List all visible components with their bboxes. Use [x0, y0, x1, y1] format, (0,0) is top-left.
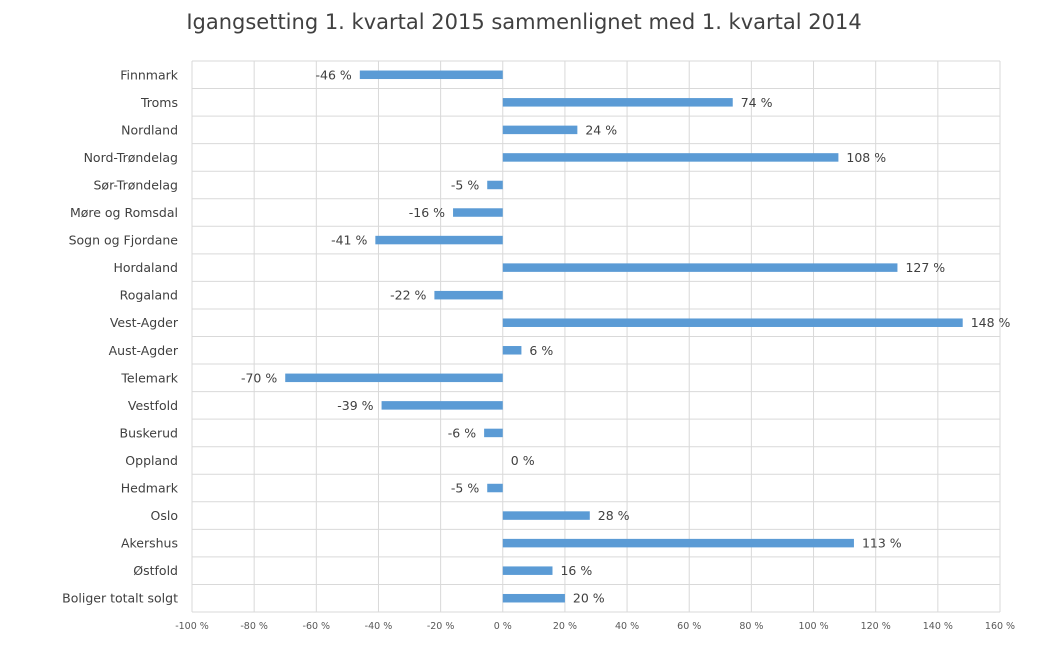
- gridlines: [191, 60, 1001, 613]
- category-label: Nordland: [121, 122, 178, 137]
- data-label: 127 %: [905, 260, 945, 275]
- data-label: 20 %: [573, 591, 605, 606]
- category-label: Hordaland: [113, 260, 178, 275]
- data-label: -39 %: [337, 398, 373, 413]
- data-label: -22 %: [390, 288, 426, 303]
- category-label: Nord-Trøndelag: [84, 150, 178, 165]
- category-label: Buskerud: [120, 425, 179, 440]
- value-labels: -46 % 74 % 24 % 108 % -5 % -16 % -41 % 127 % -22…: [241, 67, 1011, 605]
- bar: [453, 208, 503, 217]
- category-label: Hedmark: [121, 481, 179, 496]
- data-label: -46 %: [316, 67, 352, 82]
- category-label: Telemark: [120, 370, 178, 385]
- x-tick-label: 40 %: [615, 621, 639, 632]
- x-tick-label: -20 %: [427, 621, 455, 632]
- bar: [502, 125, 578, 135]
- bar: [502, 538, 854, 548]
- category-label: Sogn og Fjordane: [69, 233, 179, 248]
- data-label: 28 %: [598, 508, 630, 523]
- data-label: 108 %: [846, 150, 886, 165]
- category-label: Østfold: [133, 563, 178, 578]
- category-label: Sør-Trøndelag: [94, 177, 179, 192]
- category-label: Oppland: [125, 453, 178, 468]
- category-label: Troms: [140, 95, 178, 110]
- data-label: 74 %: [741, 95, 773, 110]
- category-label: Rogaland: [120, 288, 178, 303]
- x-tick-label: 140 %: [923, 621, 953, 632]
- x-tick-label: 0 %: [494, 621, 512, 632]
- data-label: 113 %: [862, 536, 902, 551]
- bar: [502, 263, 898, 272]
- bar: [359, 70, 503, 80]
- data-label: 24 %: [585, 122, 617, 137]
- bar: [502, 98, 733, 107]
- bar: [502, 346, 522, 355]
- bars: [285, 70, 963, 603]
- category-label: Vestfold: [128, 398, 178, 413]
- data-label: 148 %: [971, 315, 1011, 330]
- bar: [484, 428, 503, 438]
- x-tick-label: 160 %: [985, 621, 1015, 632]
- bar: [502, 566, 553, 575]
- chart-title: Igangsetting 1. kvartal 2015 sammenligne…: [186, 10, 862, 34]
- data-label: -41 %: [331, 233, 367, 248]
- bar: [502, 153, 839, 162]
- category-label: Oslo: [151, 508, 178, 523]
- x-tick-label: -80 %: [240, 621, 268, 632]
- x-tick-label: 80 %: [739, 621, 763, 632]
- category-label: Finnmark: [120, 67, 179, 82]
- x-tick-label: 20 %: [553, 621, 577, 632]
- data-label: 0 %: [511, 453, 535, 468]
- bar: [502, 593, 565, 603]
- bar: [375, 235, 503, 245]
- data-label: -16 %: [409, 205, 445, 220]
- x-tick-label: -60 %: [303, 621, 331, 632]
- bar: [502, 318, 963, 327]
- category-label: Vest-Agder: [110, 315, 179, 330]
- x-tick-labels: -100 % -80 % -60 % -40 % -20 % 0 % 20 % 40 % 60 …: [175, 621, 1015, 632]
- category-label: Aust-Agder: [109, 343, 179, 358]
- data-label: -5 %: [451, 177, 479, 192]
- x-tick-label: -40 %: [365, 621, 393, 632]
- x-tick-label: 60 %: [677, 621, 701, 632]
- bar: [487, 180, 503, 190]
- x-tick-label: 100 %: [798, 621, 828, 632]
- bar: [502, 511, 590, 520]
- category-labels: Finnmark Troms Nordland Nord-Trøndelag Sør-T…: [62, 67, 179, 605]
- category-label: Boliger totalt solgt: [62, 591, 178, 606]
- category-label: Møre og Romsdal: [70, 205, 178, 220]
- x-tick-label: -100 %: [175, 621, 209, 632]
- data-label: 6 %: [529, 343, 553, 358]
- bar: [381, 401, 503, 410]
- bar: [285, 373, 503, 383]
- x-tick-label: 120 %: [861, 621, 891, 632]
- bar: [487, 483, 503, 493]
- data-label: -70 %: [241, 370, 277, 385]
- category-label: Akershus: [121, 536, 178, 551]
- bar: [434, 290, 503, 300]
- data-label: -5 %: [451, 481, 479, 496]
- data-label: 16 %: [560, 563, 592, 578]
- data-label: -6 %: [448, 425, 476, 440]
